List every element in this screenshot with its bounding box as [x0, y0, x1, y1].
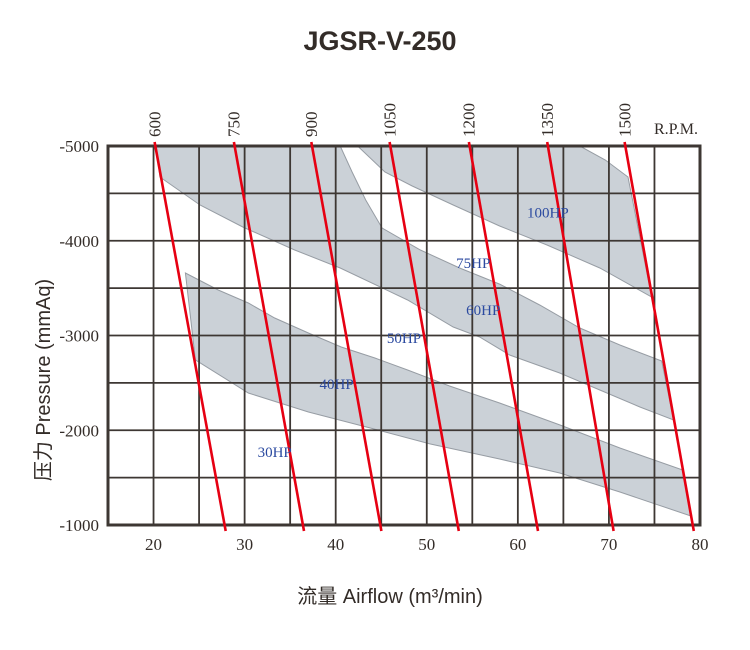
y-tick-label--1000: -1000 — [59, 516, 99, 535]
rpm-line-1350 — [545, 141, 615, 532]
rpm-line-1050 — [388, 141, 461, 532]
chart-title: JGSR-V-250 — [303, 26, 456, 56]
y-axis-title: 压力 Pressure (mmAq) — [32, 279, 55, 481]
rpm-lines-layer — [153, 141, 696, 532]
x-tick-label-40: 40 — [327, 535, 344, 554]
rpm-axis-label: R.P.M. — [654, 121, 698, 138]
power-band-100hp-band — [356, 145, 653, 298]
rpm-tick-label-1500: 1500 — [615, 103, 634, 137]
y-tick-label--5000: -5000 — [59, 137, 99, 156]
rpm-line-1500 — [623, 141, 696, 532]
grid-layer — [106, 144, 702, 527]
x-tick-label-80: 80 — [692, 535, 709, 554]
y-tick-label--4000: -4000 — [59, 232, 99, 251]
rpm-tick-label-900: 900 — [302, 112, 321, 138]
power-label-100hp: 100HP — [527, 205, 569, 221]
x-tick-label-20: 20 — [145, 535, 162, 554]
rpm-tick-label-750: 750 — [225, 112, 244, 138]
power-labels-layer: 30HP 40HP 50HP 60HP 75HP 100HP — [258, 205, 569, 461]
power-band-40hp-band — [184, 272, 692, 517]
y-tick-label--2000: -2000 — [59, 421, 99, 440]
rpm-line-900 — [310, 141, 383, 532]
x-tick-label-60: 60 — [509, 535, 526, 554]
tick-labels-layer: 20 30 40 50 60 70 80 -5000 -4000 -3000 -2000 -1000 6… — [59, 103, 708, 554]
x-tick-label-70: 70 — [600, 535, 617, 554]
rpm-tick-label-600: 600 — [145, 112, 164, 138]
rpm-line-600 — [153, 141, 227, 532]
plot-border — [106, 144, 702, 527]
power-label-30hp: 30HP — [258, 445, 292, 461]
x-axis-title: 流量 Airflow (m³/min) — [297, 585, 483, 608]
rpm-tick-label-1050: 1050 — [380, 103, 399, 137]
power-label-40hp: 40HP — [320, 377, 354, 393]
rpm-line-1200 — [467, 141, 540, 532]
power-label-60hp: 60HP — [466, 303, 500, 319]
x-tick-label-30: 30 — [236, 535, 253, 554]
power-label-75hp: 75HP — [456, 256, 490, 272]
power-label-50hp: 50HP — [387, 331, 421, 347]
y-tick-label--3000: -3000 — [59, 327, 99, 346]
rpm-tick-label-1350: 1350 — [538, 103, 557, 137]
x-tick-label-50: 50 — [418, 535, 435, 554]
rpm-tick-label-1200: 1200 — [460, 103, 479, 137]
rpm-line-750 — [232, 141, 306, 532]
